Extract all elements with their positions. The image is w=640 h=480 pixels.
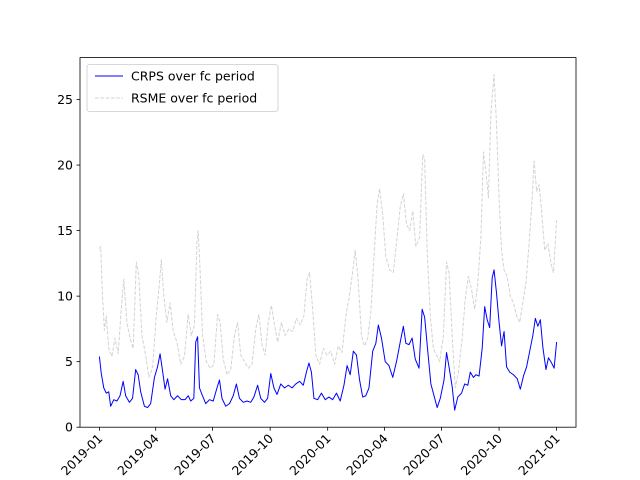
x-tick-label: 2020-04 xyxy=(343,431,391,479)
y-tick-label: 5 xyxy=(65,354,73,369)
y-tick-label: 15 xyxy=(57,223,73,238)
legend: CRPS over fc period RSME over fc period xyxy=(86,64,279,112)
legend-box xyxy=(86,64,279,112)
series-line-rsme xyxy=(98,74,558,389)
x-tick-label: 2019-10 xyxy=(229,431,277,479)
x-tick-label: 2019-04 xyxy=(114,431,162,479)
x-axis: 2019-01 2019-04 2019-07 2019-10 2020-01 2020-… xyxy=(58,427,563,478)
y-tick-label: 20 xyxy=(57,158,73,173)
series-layer xyxy=(98,74,558,411)
y-tick-label: 0 xyxy=(65,420,73,435)
plot-area xyxy=(80,57,576,428)
legend-label-rsme: RSME over fc period xyxy=(131,91,257,106)
x-tick-label: 2019-07 xyxy=(171,431,219,479)
x-tick-label: 2021-01 xyxy=(515,431,563,479)
x-tick-label: 2020-01 xyxy=(286,431,334,479)
series-line-crps xyxy=(98,269,558,411)
y-tick-label: 25 xyxy=(57,92,73,107)
x-tick-label: 2020-07 xyxy=(400,431,448,479)
x-tick-label: 2020-10 xyxy=(458,431,506,479)
x-tick-label: 2019-01 xyxy=(58,431,106,479)
y-axis: 0 5 10 15 20 25 xyxy=(57,92,80,435)
legend-label-crps: CRPS over fc period xyxy=(131,69,255,84)
y-tick-label: 10 xyxy=(57,289,73,304)
